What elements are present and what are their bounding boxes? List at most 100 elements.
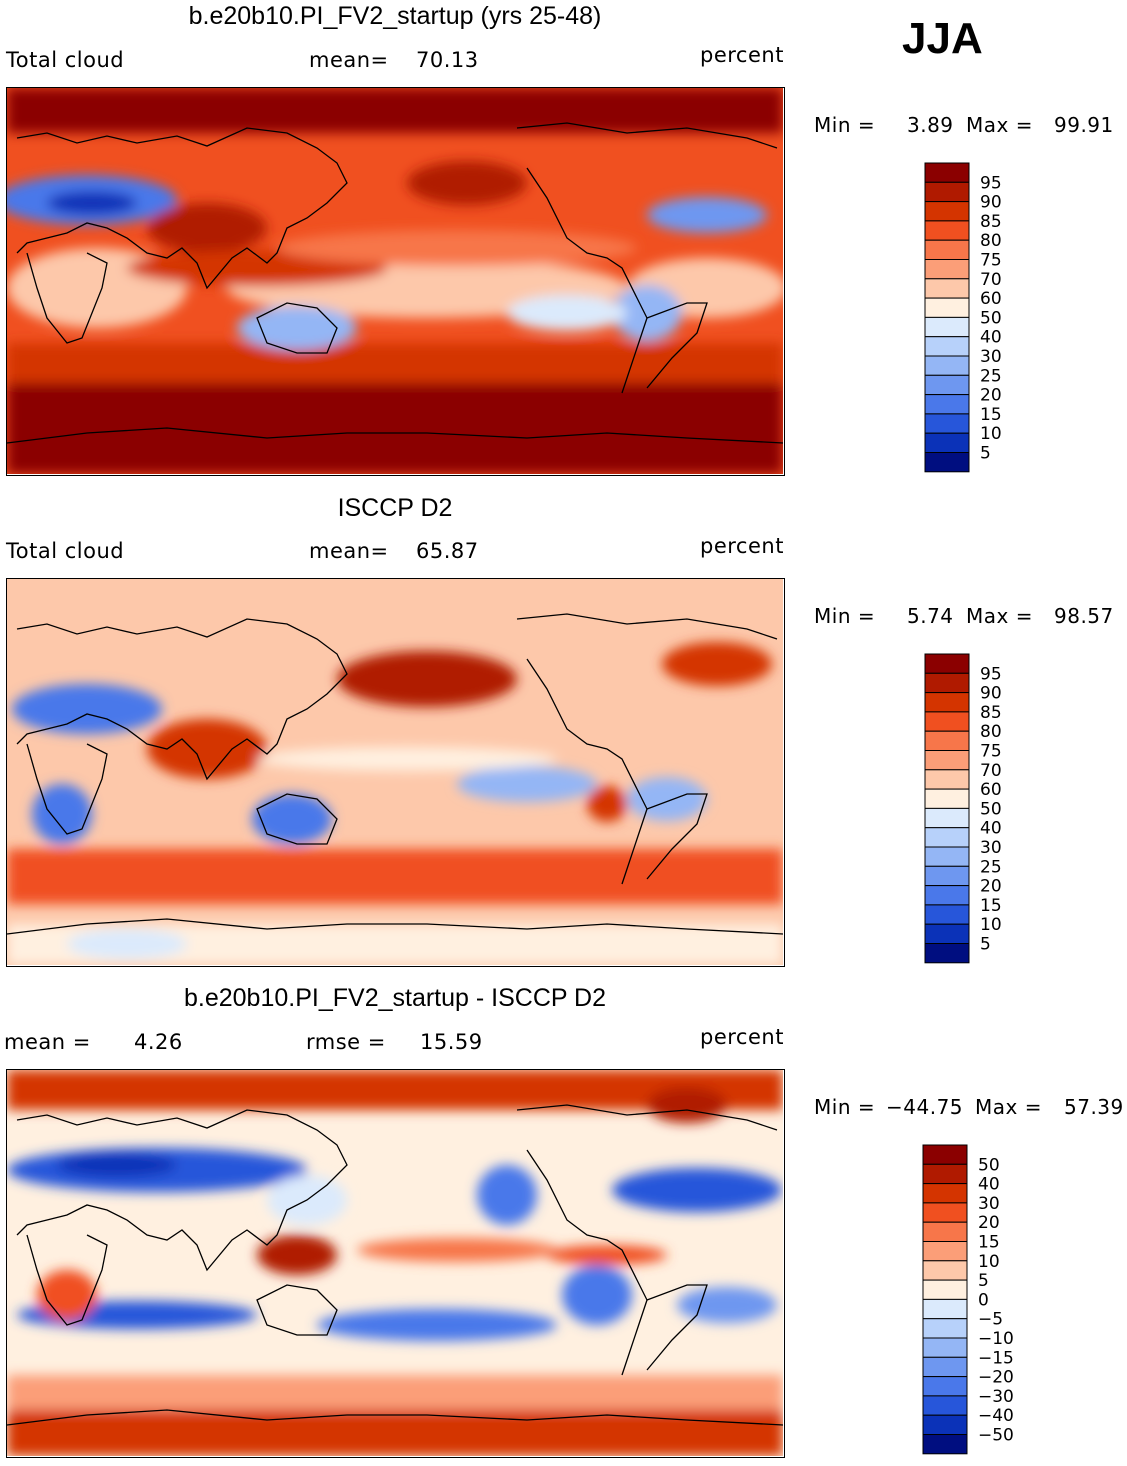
panel-3-mean-value: 4.26 (134, 1030, 183, 1054)
colorbar-swatch (924, 653, 970, 674)
colorbar-tick-label: 85 (980, 212, 1002, 232)
colorbar-tick-label: 75 (980, 742, 1002, 762)
colorbar-tick-label: 80 (980, 231, 1002, 251)
panel-1-min-value: 3.89 (907, 113, 954, 137)
panel-3-rmse-value: 15.59 (420, 1030, 483, 1054)
panel-2-title: ISCCP D2 (337, 494, 453, 522)
colorbar-swatch (922, 1376, 968, 1397)
panel-2-variable-label: Total cloud (6, 539, 125, 563)
panel-1-units: percent (700, 43, 784, 67)
colorbar-swatch (924, 394, 970, 415)
colorbar-swatch (924, 711, 970, 732)
colorbar-tick-label: 50 (980, 308, 1002, 328)
panel-3-rmse-label: rmse = (306, 1030, 386, 1054)
panel-2-max-label: Max = (966, 604, 1033, 628)
colorbar-tick-label: 80 (980, 722, 1002, 742)
panel-3-min-value: −44.75 (886, 1095, 964, 1119)
colorbar-swatch (924, 750, 970, 771)
colorbar-swatch (922, 1144, 968, 1165)
colorbar-swatch (922, 1221, 968, 1242)
panel-2-units: percent (700, 534, 784, 558)
colorbar-tick-label: −50 (978, 1426, 1014, 1446)
panel-3-mean-label: mean = (4, 1030, 91, 1054)
panel-1-max-value: 99.91 (1054, 113, 1114, 137)
colorbar-swatch (924, 201, 970, 222)
colorbar-tick-label: 15 (978, 1233, 1000, 1253)
panel-2-cloud-map (6, 578, 785, 967)
panel-1-mean-value: 70.13 (416, 48, 479, 72)
colorbar-swatch (922, 1241, 968, 1262)
colorbar-tick-label: 20 (980, 877, 1002, 897)
colorbar-tick-label: −40 (978, 1406, 1014, 1426)
colorbar-tick-label: 25 (980, 366, 1002, 386)
colorbar-tick-label: 20 (978, 1213, 1000, 1233)
panel-3-max-value: 57.39 (1064, 1095, 1124, 1119)
colorbar-tick-label: 5 (980, 935, 991, 955)
colorbar-tick-label: 40 (980, 328, 1002, 348)
colorbar-swatch (924, 316, 970, 338)
colorbar-tick-label: 40 (978, 1175, 1000, 1195)
colorbar-swatch (922, 1434, 968, 1455)
colorbar-tick-label: −15 (978, 1348, 1014, 1368)
panel-2-colorbar: 95 90 85 80 75 70 60 50 40 30 25 20 15 10 5 (924, 653, 1028, 970)
colorbar-tick-label: 75 (980, 251, 1002, 271)
colorbar-tick-label: −10 (978, 1329, 1014, 1349)
colorbar-tick-label: 90 (980, 193, 1002, 213)
colorbar-swatch (924, 336, 970, 357)
colorbar-swatch (924, 259, 970, 280)
colorbar-swatch (922, 1395, 968, 1416)
panel-3-units: percent (700, 1025, 784, 1049)
colorbar-swatch (924, 788, 970, 809)
panel-2-min-label: Min = (814, 604, 876, 628)
colorbar-tick-label: 15 (980, 896, 1002, 916)
colorbar-swatch (924, 297, 970, 318)
colorbar-tick-label: 95 (980, 664, 1002, 684)
colorbar-swatch (922, 1337, 968, 1358)
colorbar-swatch (922, 1260, 968, 1281)
colorbar-swatch (924, 904, 970, 925)
colorbar-swatch (924, 181, 970, 203)
colorbar-tick-label: 90 (980, 684, 1002, 704)
colorbar-tick-label: 20 (980, 386, 1002, 406)
panel-1-variable-label: Total cloud (6, 48, 125, 72)
colorbar-swatch (924, 923, 970, 945)
panel-3-difference-map (6, 1069, 785, 1458)
colorbar-tick-label: 5 (978, 1271, 989, 1291)
season-label: JJA (902, 14, 983, 63)
colorbar-swatch (924, 807, 970, 829)
panel-2-mean-label: mean= (309, 539, 389, 563)
colorbar-tick-label: 60 (980, 780, 1002, 800)
colorbar-swatch (924, 278, 970, 299)
colorbar-tick-label: 30 (978, 1194, 1000, 1214)
colorbar-swatch (924, 865, 970, 887)
colorbar-swatch (924, 846, 970, 867)
panel-1-colorbar: 95 90 85 80 75 70 60 50 40 30 25 20 15 10 5 (924, 162, 1028, 479)
colorbar-tick-label: 0 (978, 1290, 989, 1310)
colorbar-swatch (924, 220, 970, 241)
colorbar-tick-label: 5 (980, 444, 991, 464)
colorbar-tick-label: 25 (980, 857, 1002, 877)
colorbar-tick-label: −5 (978, 1310, 1003, 1330)
colorbar-swatch (922, 1414, 968, 1436)
colorbar-swatch (924, 413, 970, 434)
panel-3-min-label: Min = (814, 1095, 876, 1119)
panel-1-mean-label: mean= (309, 48, 389, 72)
colorbar-tick-label: 85 (980, 703, 1002, 723)
colorbar-swatch (922, 1279, 968, 1300)
colorbar-tick-label: 50 (980, 799, 1002, 819)
colorbar-tick-label: 15 (980, 405, 1002, 425)
colorbar-tick-label: 10 (980, 915, 1002, 935)
colorbar-swatch (924, 692, 970, 713)
colorbar-swatch (924, 355, 970, 376)
colorbar-tick-label: 10 (978, 1252, 1000, 1272)
colorbar-swatch (922, 1318, 968, 1339)
panel-3-colorbar: 50 40 30 20 15 10 5 0 −5 −10 −15 −20 −30 −40 −50 (922, 1144, 1026, 1461)
colorbar-tick-label: −30 (978, 1387, 1014, 1407)
colorbar-swatch (922, 1298, 968, 1320)
colorbar-swatch (922, 1163, 968, 1185)
colorbar-tick-label: 60 (980, 289, 1002, 309)
colorbar-swatch (922, 1202, 968, 1223)
panel-3-max-label: Max = (975, 1095, 1042, 1119)
panel-1-min-label: Min = (814, 113, 876, 137)
colorbar-swatch (924, 769, 970, 790)
